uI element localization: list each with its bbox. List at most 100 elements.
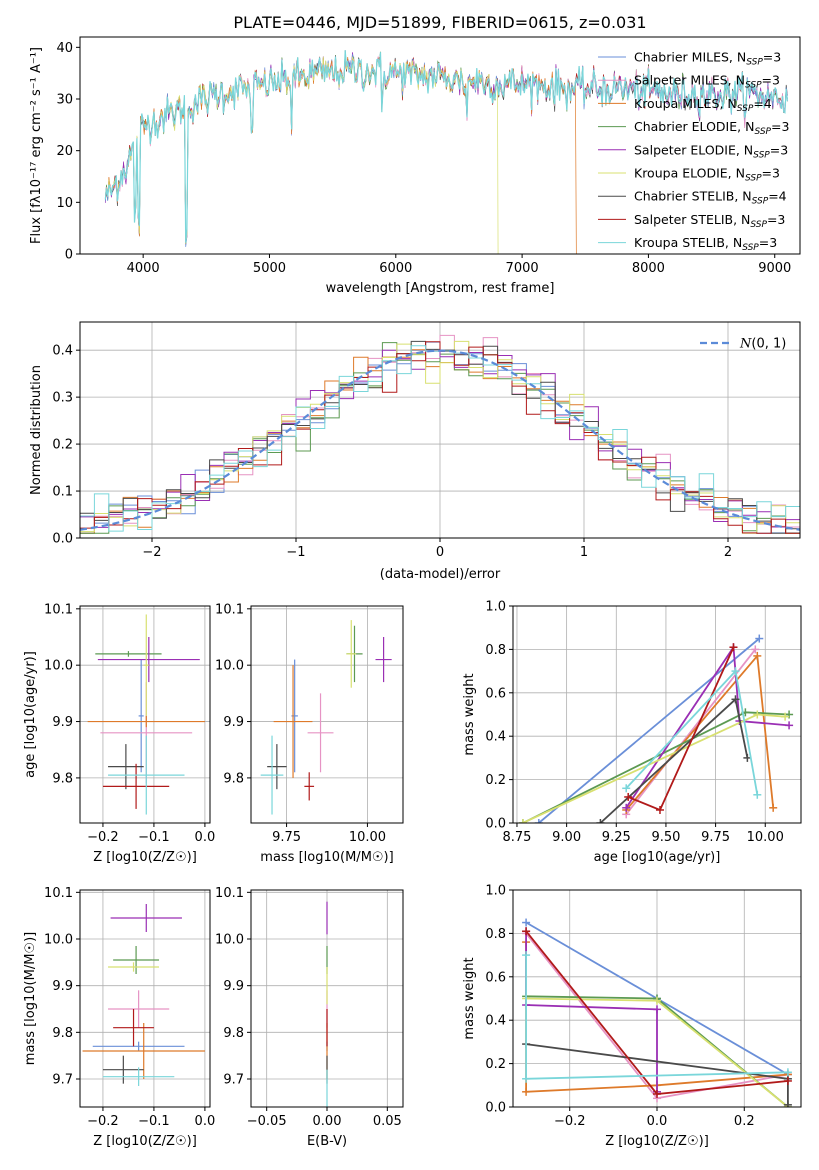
errorbar-point-2 (87, 715, 205, 728)
errorbar-point-8 (108, 735, 185, 815)
axes-frame: −0.2 −0.1 0.0 9.7 9.8 9.9 10.0 10.1 Z [log10(Z/Z… (23, 886, 215, 1149)
y-axis-label: mass weight (462, 957, 477, 1039)
weight-series-7 (522, 927, 792, 1098)
x-tick-label: 0.00 (313, 1114, 342, 1129)
x-tick-label: 7000 (506, 261, 539, 276)
x-tick-label: 9.50 (651, 830, 680, 845)
y-tick-label: 0.6 (485, 686, 506, 701)
x-tick-label: −0.1 (138, 1114, 170, 1129)
x-tick-label: 9.75 (701, 830, 730, 845)
y-tick-label: 10.1 (215, 886, 244, 901)
y-tick-label: 0.1 (52, 485, 73, 500)
x-tick-label: 0.05 (373, 1114, 402, 1129)
axes-box (79, 889, 211, 1108)
x-tick-label: 0.0 (195, 830, 216, 845)
y-tick-label: 40 (56, 41, 73, 56)
axes-frame: 8.75 9.00 9.25 9.50 9.75 10.00 0.0 0.2 0.4 0.6 0.8… (462, 600, 802, 865)
legend-label: Salpeter ELODIE, NSSP=3 (634, 142, 788, 160)
legend-label: N(0, 1) (739, 337, 786, 352)
errorbar-point-7 (304, 772, 315, 801)
weight-series-5 (518, 710, 790, 823)
x-tick-label: 0 (436, 545, 444, 560)
errorbar-point-0 (92, 1041, 185, 1051)
y-tick-label: 0.2 (485, 773, 506, 788)
weight-series-7 (624, 643, 738, 814)
weight-line (522, 711, 790, 823)
y-tick-label: 9.9 (52, 715, 73, 730)
y-tick-label: 0.8 (485, 927, 506, 942)
errorbar-point-4 (375, 637, 392, 683)
errorbar-point-2 (273, 665, 313, 778)
panel-spectrum: 4000 5000 6000 7000 8000 9000 0 10 20 30 40 wavelen… (29, 36, 801, 296)
y-tick-label: 20 (56, 144, 73, 159)
weight-line (599, 697, 749, 823)
errorbar-point-3 (95, 651, 162, 657)
axes-frame: −0.05 0.00 0.05 9.7 9.8 9.9 10.0 10.1 E(B-V) (215, 886, 404, 1149)
x-axis-label: age [log10(age/yr)] (594, 850, 721, 865)
y-axis-label: age [log10(age/yr)] (23, 651, 38, 778)
x-tick-label: 4000 (127, 261, 160, 276)
x-tick-label: 8000 (632, 261, 665, 276)
weight-series-8 (622, 667, 762, 799)
plot-area (87, 614, 205, 815)
errorbar-point-8 (102, 1067, 175, 1086)
errorbar-point-7 (102, 763, 170, 809)
x-tick-label: 9.00 (552, 830, 581, 845)
y-tick-label: 0.6 (485, 970, 506, 985)
x-axis-label: Z [log10(Z/Z☉)] (93, 1134, 197, 1149)
x-tick-label: 9.75 (272, 830, 301, 845)
errorbar-point-5 (346, 620, 357, 688)
errorbar-point-4 (97, 637, 200, 683)
errorbar-point-6 (102, 1055, 144, 1084)
x-axis-label: Z [log10(Z/Z☉)] (93, 850, 197, 865)
errorbar-point-2 (82, 1023, 205, 1079)
y-tick-label: 9.7 (223, 1073, 244, 1088)
x-tick-label: 0.0 (195, 1114, 216, 1129)
x-tick-label: 8.75 (502, 830, 531, 845)
y-tick-label: 10.1 (44, 602, 73, 617)
weight-series-8 (522, 951, 792, 1083)
errorbar-point-5 (143, 614, 149, 716)
x-tick-label: −0.2 (554, 1114, 586, 1129)
y-tick-label: 9.8 (52, 771, 73, 786)
axes-frame: −2 −1 0 1 2 0.0 0.1 0.2 0.3 0.4 N(0, 1) (data-model… (29, 321, 801, 582)
plot-area (522, 918, 792, 1107)
y-tick-label: 1.0 (485, 600, 506, 615)
errorbar-point-6 (108, 744, 144, 790)
legend-label: Chabrier ELODIE, NSSP=3 (634, 119, 789, 137)
legend-label: Salpeter STELIB, NSSP=3 (634, 212, 785, 230)
y-tick-label: 0.4 (485, 1014, 506, 1029)
x-tick-label: 9.25 (602, 830, 631, 845)
y-tick-label: 9.9 (52, 979, 73, 994)
weight-series-0 (534, 634, 764, 823)
y-tick-label: 10.1 (44, 886, 73, 901)
y-axis-label: Normed distribution (29, 365, 44, 495)
y-tick-label: 9.8 (223, 1026, 244, 1041)
x-tick-label: −0.2 (87, 830, 119, 845)
weight-line (538, 637, 760, 823)
panel-EBV-mass: −0.05 0.00 0.05 9.7 9.8 9.9 10.0 10.1 E(B-V) (215, 886, 404, 1149)
x-tick-label: 0.2 (734, 1114, 755, 1129)
y-tick-label: 10.0 (215, 933, 244, 948)
x-tick-label: 2 (724, 545, 732, 560)
legend-label: Kroupa MILES, NSSP=4 (634, 96, 772, 114)
axes-frame: −0.2 0.0 0.2 0.0 0.2 0.4 0.6 0.8 1.0 Z [log10(Z/Z… (462, 884, 802, 1149)
x-tick-label: −2 (142, 545, 161, 560)
errorbar-point-5 (108, 962, 160, 972)
plot-area (260, 620, 392, 815)
y-tick-label: 0.8 (485, 643, 506, 658)
weight-line (625, 644, 790, 809)
axes-frame: 9.75 10.00 9.8 9.9 10.0 10.1 mass [log10(M/M☉)… (215, 602, 404, 865)
errorbar-point-1 (108, 990, 170, 1028)
x-tick-label: 10.00 (349, 830, 386, 845)
x-tick-label: 10.00 (747, 830, 784, 845)
y-tick-label: 0.4 (485, 730, 506, 745)
plot-area (518, 634, 794, 823)
x-tick-label: −0.2 (87, 1114, 119, 1129)
panel-Z-mass: −0.2 −0.1 0.0 9.7 9.8 9.9 10.0 10.1 Z [log10(Z/Z… (23, 886, 215, 1149)
y-tick-label: 0.3 (52, 391, 73, 406)
y-axis-label: Flux [fλ10⁻¹⁷ erg cm⁻² s⁻¹ A⁻¹] (29, 47, 44, 244)
y-tick-label: 0.2 (485, 1057, 506, 1072)
y-tick-label: 0.0 (52, 532, 73, 547)
spectrum-line-8 (104, 50, 788, 243)
